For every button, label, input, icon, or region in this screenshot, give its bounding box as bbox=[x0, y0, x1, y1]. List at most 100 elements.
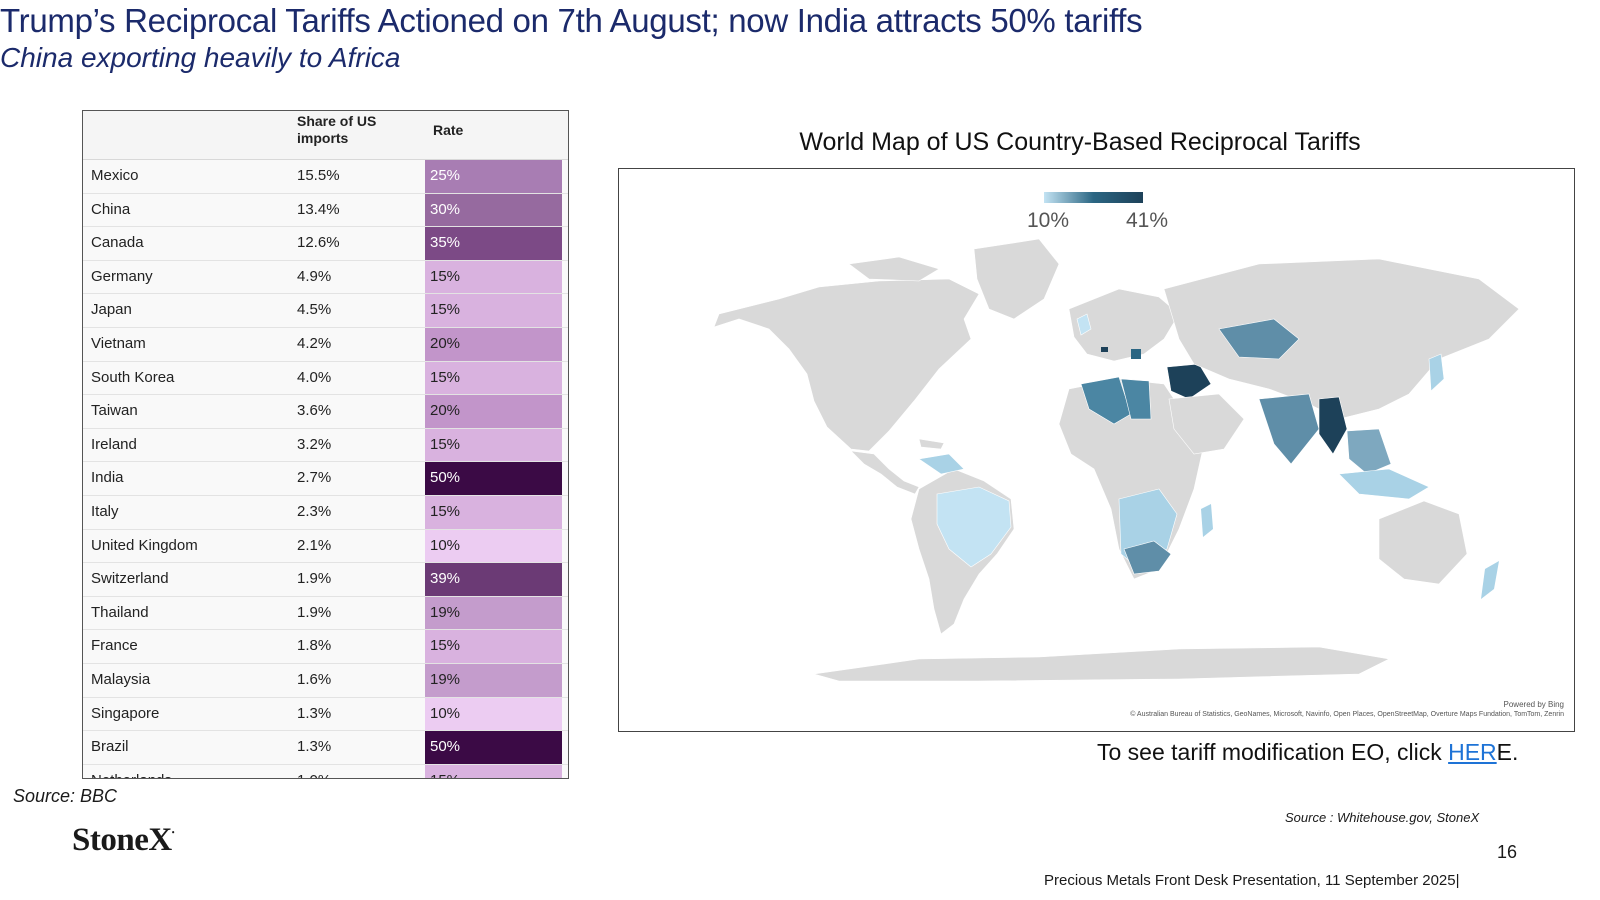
land-greenland bbox=[973, 238, 1060, 320]
cell-rate: 35% bbox=[425, 227, 562, 260]
tariff-southeast-asia bbox=[1346, 428, 1392, 475]
land-europe bbox=[1068, 288, 1180, 362]
tariff-switzerland bbox=[1101, 347, 1108, 352]
legend-gradient-bar bbox=[1044, 192, 1143, 203]
cell-share: 15.5% bbox=[297, 167, 340, 184]
cell-rate: 25% bbox=[425, 160, 562, 193]
cell-share: 1.8% bbox=[297, 637, 332, 655]
cell-rate: 20% bbox=[425, 327, 562, 361]
table-row: Netherlands 1.0% 15% bbox=[83, 764, 568, 778]
cell-rate: 15% bbox=[425, 260, 562, 294]
land-madagascar bbox=[1201, 504, 1213, 537]
cell-country: Mexico bbox=[91, 167, 139, 184]
eo-here-link[interactable]: HER bbox=[1448, 739, 1497, 765]
cell-share: 1.0% bbox=[297, 772, 331, 778]
tariff-indonesia bbox=[1338, 468, 1430, 500]
land-north-america bbox=[713, 278, 980, 452]
cell-rate: 10% bbox=[425, 529, 562, 563]
footer-text: Precious Metals Front Desk Presentation,… bbox=[1044, 872, 1460, 889]
cell-country: Vietnam bbox=[91, 334, 146, 352]
table-row: Vietnam 4.2% 20% bbox=[83, 327, 568, 362]
land-antarctica bbox=[813, 646, 1390, 682]
cell-rate: 15% bbox=[425, 630, 562, 663]
cell-share: 1.3% bbox=[297, 738, 332, 756]
slide-subtitle: China exporting heavily to Africa bbox=[0, 42, 401, 73]
cell-share: 1.9% bbox=[297, 603, 332, 621]
table-row: Canada 12.6% 35% bbox=[83, 227, 568, 261]
table-row: China 13.4% 30% bbox=[83, 193, 568, 228]
cell-share: 3.6% bbox=[297, 402, 332, 420]
table-row: Italy 2.3% 15% bbox=[83, 495, 568, 530]
table-row: Switzerland 1.9% 39% bbox=[83, 563, 568, 597]
cell-rate: 15% bbox=[425, 495, 562, 529]
cell-rate: 15% bbox=[425, 294, 562, 327]
cell-share: 2.7% bbox=[297, 469, 332, 487]
stonex-logo: StoneX• bbox=[72, 822, 175, 858]
tariff-new-zealand bbox=[1481, 561, 1499, 599]
cell-rate: 10% bbox=[425, 697, 562, 731]
land-canada-arctic bbox=[848, 256, 940, 282]
cell-country: Malaysia bbox=[91, 670, 151, 688]
cell-rate: 30% bbox=[425, 193, 562, 227]
legend-min-label: 10% bbox=[1027, 209, 1070, 232]
map-powered-by: Powered by Bing bbox=[1503, 700, 1564, 709]
legend-max-label: 41% bbox=[1126, 209, 1169, 232]
cell-share: 3.2% bbox=[297, 435, 332, 453]
cell-rate: 19% bbox=[425, 596, 562, 630]
tariff-uk bbox=[1076, 313, 1092, 336]
cell-rate: 50% bbox=[425, 462, 562, 495]
tariff-serbia bbox=[1131, 349, 1141, 359]
land-middle-east bbox=[1168, 393, 1245, 455]
cell-rate: 15% bbox=[425, 361, 562, 395]
cell-country: India bbox=[91, 469, 124, 487]
cell-country: Italy bbox=[91, 502, 119, 520]
cell-share: 4.5% bbox=[297, 301, 332, 319]
cell-share: 1.3% bbox=[297, 704, 332, 722]
cell-rate: 15% bbox=[425, 428, 562, 462]
table-row: United Kingdom 2.1% 10% bbox=[83, 529, 568, 564]
table-row: France 1.8% 15% bbox=[83, 630, 568, 664]
table-row: India 2.7% 50% bbox=[83, 462, 568, 496]
table-body: Mexico 15.5% 25% China 13.4% 30% Canada 12.6% 35… bbox=[83, 160, 568, 778]
map-svg bbox=[713, 238, 1520, 682]
cell-rate: 19% bbox=[425, 663, 562, 697]
table-row: Singapore 1.3% 10% bbox=[83, 697, 568, 732]
cell-country: Brazil bbox=[91, 738, 129, 756]
cell-share: 2.1% bbox=[297, 536, 332, 554]
page-number: 16 bbox=[1497, 842, 1518, 862]
eo-suffix: E. bbox=[1496, 739, 1519, 765]
tariff-libya bbox=[1120, 378, 1152, 420]
cell-country: France bbox=[91, 637, 138, 655]
table-row: Thailand 1.9% 19% bbox=[83, 596, 568, 631]
table-row: Germany 4.9% 15% bbox=[83, 260, 568, 295]
cell-country: China bbox=[91, 200, 131, 218]
tariff-kazakhstan bbox=[1218, 318, 1300, 360]
cell-share: 4.9% bbox=[297, 267, 332, 285]
cell-country: Thailand bbox=[91, 603, 149, 621]
slide-title: Trump’s Reciprocal Tariffs Actioned on 7… bbox=[0, 2, 1143, 39]
cell-share: 13.4% bbox=[297, 200, 340, 218]
cell-share: 4.2% bbox=[297, 334, 332, 352]
cell-share: 1.6% bbox=[297, 670, 332, 688]
table-row: Japan 4.5% 15% bbox=[83, 294, 568, 328]
tariff-venezuela bbox=[918, 453, 965, 475]
land-asia bbox=[1163, 258, 1520, 420]
tariff-brazil bbox=[936, 486, 1012, 568]
map-title: World Map of US Country-Based Reciprocal… bbox=[799, 128, 1361, 156]
cell-share: 4.0% bbox=[297, 368, 332, 386]
table-row: Taiwan 3.6% 20% bbox=[83, 395, 568, 429]
tariff-syria-iraq bbox=[1166, 363, 1212, 400]
table-row: Ireland 3.2% 15% bbox=[83, 428, 568, 463]
cell-rate: 50% bbox=[425, 731, 562, 764]
cell-share: 12.6% bbox=[297, 234, 340, 252]
table-row: Malaysia 1.6% 19% bbox=[83, 663, 568, 698]
map-attribution: © Australian Bureau of Statistics, GeoNa… bbox=[1130, 711, 1564, 718]
land-australia bbox=[1378, 500, 1468, 585]
source-left: Source: BBC bbox=[13, 786, 118, 806]
table-row: Mexico 15.5% 25% bbox=[83, 160, 568, 194]
cell-country: Germany bbox=[91, 267, 153, 285]
tariff-south-africa bbox=[1123, 540, 1172, 575]
table-row: Brazil 1.3% 50% bbox=[83, 731, 568, 765]
cell-country: United Kingdom bbox=[91, 536, 198, 554]
cell-share: 1.9% bbox=[297, 570, 332, 588]
